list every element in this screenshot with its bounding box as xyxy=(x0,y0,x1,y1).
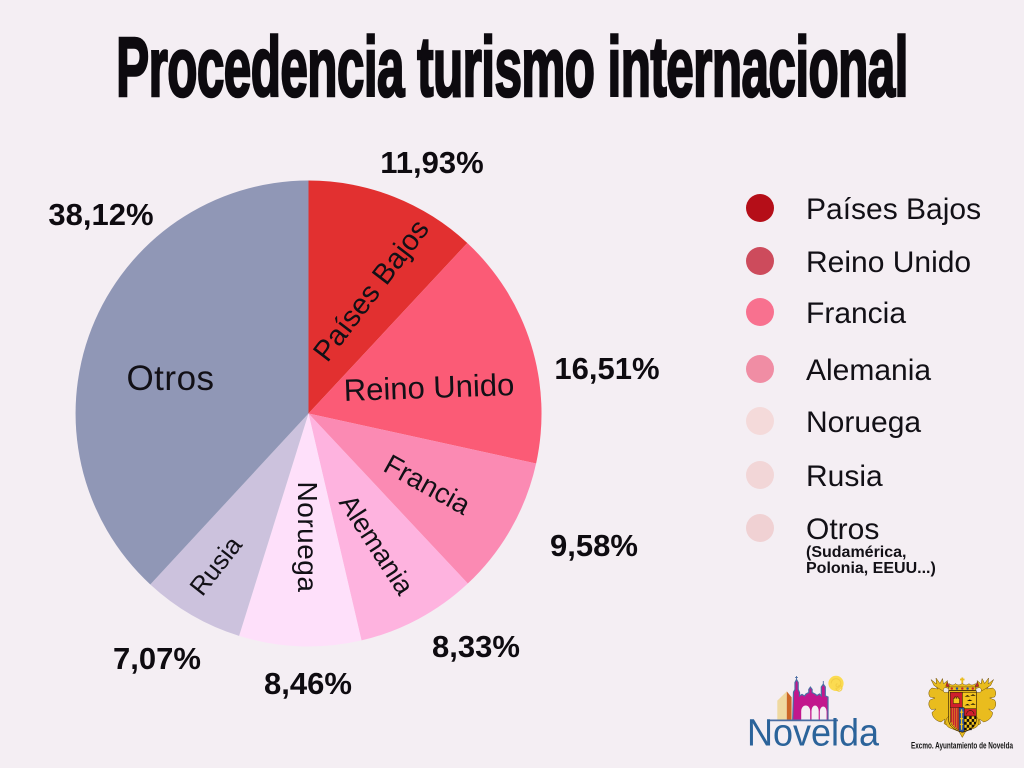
svg-text:Excmo. Ayuntamiento de Novelda: Excmo. Ayuntamiento de Novelda xyxy=(911,741,1014,751)
svg-text:Novelda: Novelda xyxy=(747,713,880,755)
